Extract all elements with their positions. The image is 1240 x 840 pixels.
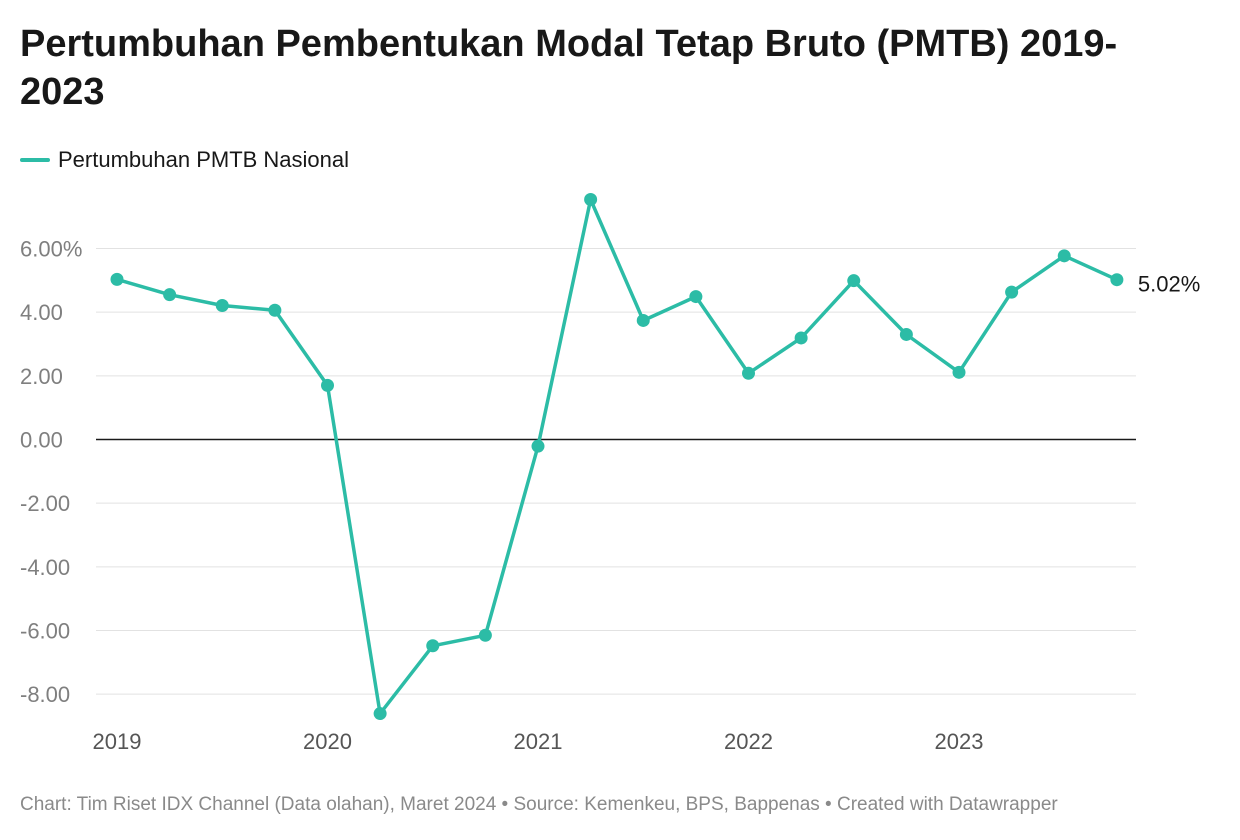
y-tick-label: 4.00 [20,300,63,325]
data-point [478,628,492,642]
chart-title: Pertumbuhan Pembentukan Modal Tetap Brut… [20,23,1118,113]
data-point [636,313,650,327]
y-tick-label: 2.00 [20,364,63,389]
data-point [1110,273,1124,287]
data-point [584,193,598,207]
data-point [215,298,229,312]
x-tick-label: 2021 [514,729,563,754]
chart-footer: Chart: Tim Riset IDX Channel (Data olaha… [20,794,1058,815]
data-point [531,439,545,453]
data-point [1005,285,1019,299]
data-point [163,288,177,302]
x-tick-label: 2019 [93,729,142,754]
data-point [373,707,387,721]
y-tick-label: 6.00% [20,237,82,262]
data-point [110,272,124,286]
data-point [794,331,808,345]
legend: Pertumbuhan PMTB Nasional [20,146,349,174]
data-point [952,365,966,379]
data-point [1057,249,1071,263]
x-tick-label: 2020 [303,729,352,754]
legend-swatch [20,158,50,162]
data-point [268,303,282,317]
x-tick-label: 2022 [724,729,773,754]
data-point [321,378,334,392]
y-tick-label: 0.00 [20,428,63,453]
y-tick-label: -8.00 [20,682,70,707]
data-point [847,274,861,288]
y-tick-label: -4.00 [20,555,70,580]
y-tick-label: -6.00 [20,618,70,643]
end-value-label: 5.02% [1138,272,1200,297]
series-line [115,197,1119,716]
data-point [742,366,755,380]
y-tick-label: -2.00 [20,491,70,516]
legend-label: Pertumbuhan PMTB Nasional [58,147,350,172]
x-tick-label: 2023 [935,729,984,754]
data-point [899,327,913,341]
data-point [689,290,703,304]
data-point [426,639,440,653]
